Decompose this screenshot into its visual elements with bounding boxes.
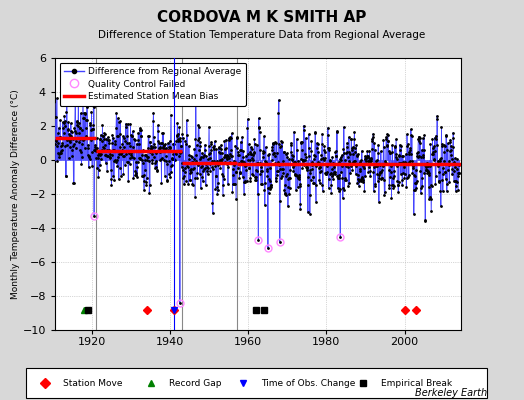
FancyBboxPatch shape <box>26 368 487 398</box>
Text: Empirical Break: Empirical Break <box>381 378 452 388</box>
Text: CORDOVA M K SMITH AP: CORDOVA M K SMITH AP <box>157 10 367 25</box>
Text: Station Move: Station Move <box>63 378 123 388</box>
Y-axis label: Monthly Temperature Anomaly Difference (°C): Monthly Temperature Anomaly Difference (… <box>11 89 20 299</box>
Legend: Difference from Regional Average, Quality Control Failed, Estimated Station Mean: Difference from Regional Average, Qualit… <box>60 62 246 106</box>
Text: Berkeley Earth: Berkeley Earth <box>415 388 487 398</box>
Text: Time of Obs. Change: Time of Obs. Change <box>261 378 356 388</box>
Text: Record Gap: Record Gap <box>169 378 222 388</box>
Text: Difference of Station Temperature Data from Regional Average: Difference of Station Temperature Data f… <box>99 30 425 40</box>
